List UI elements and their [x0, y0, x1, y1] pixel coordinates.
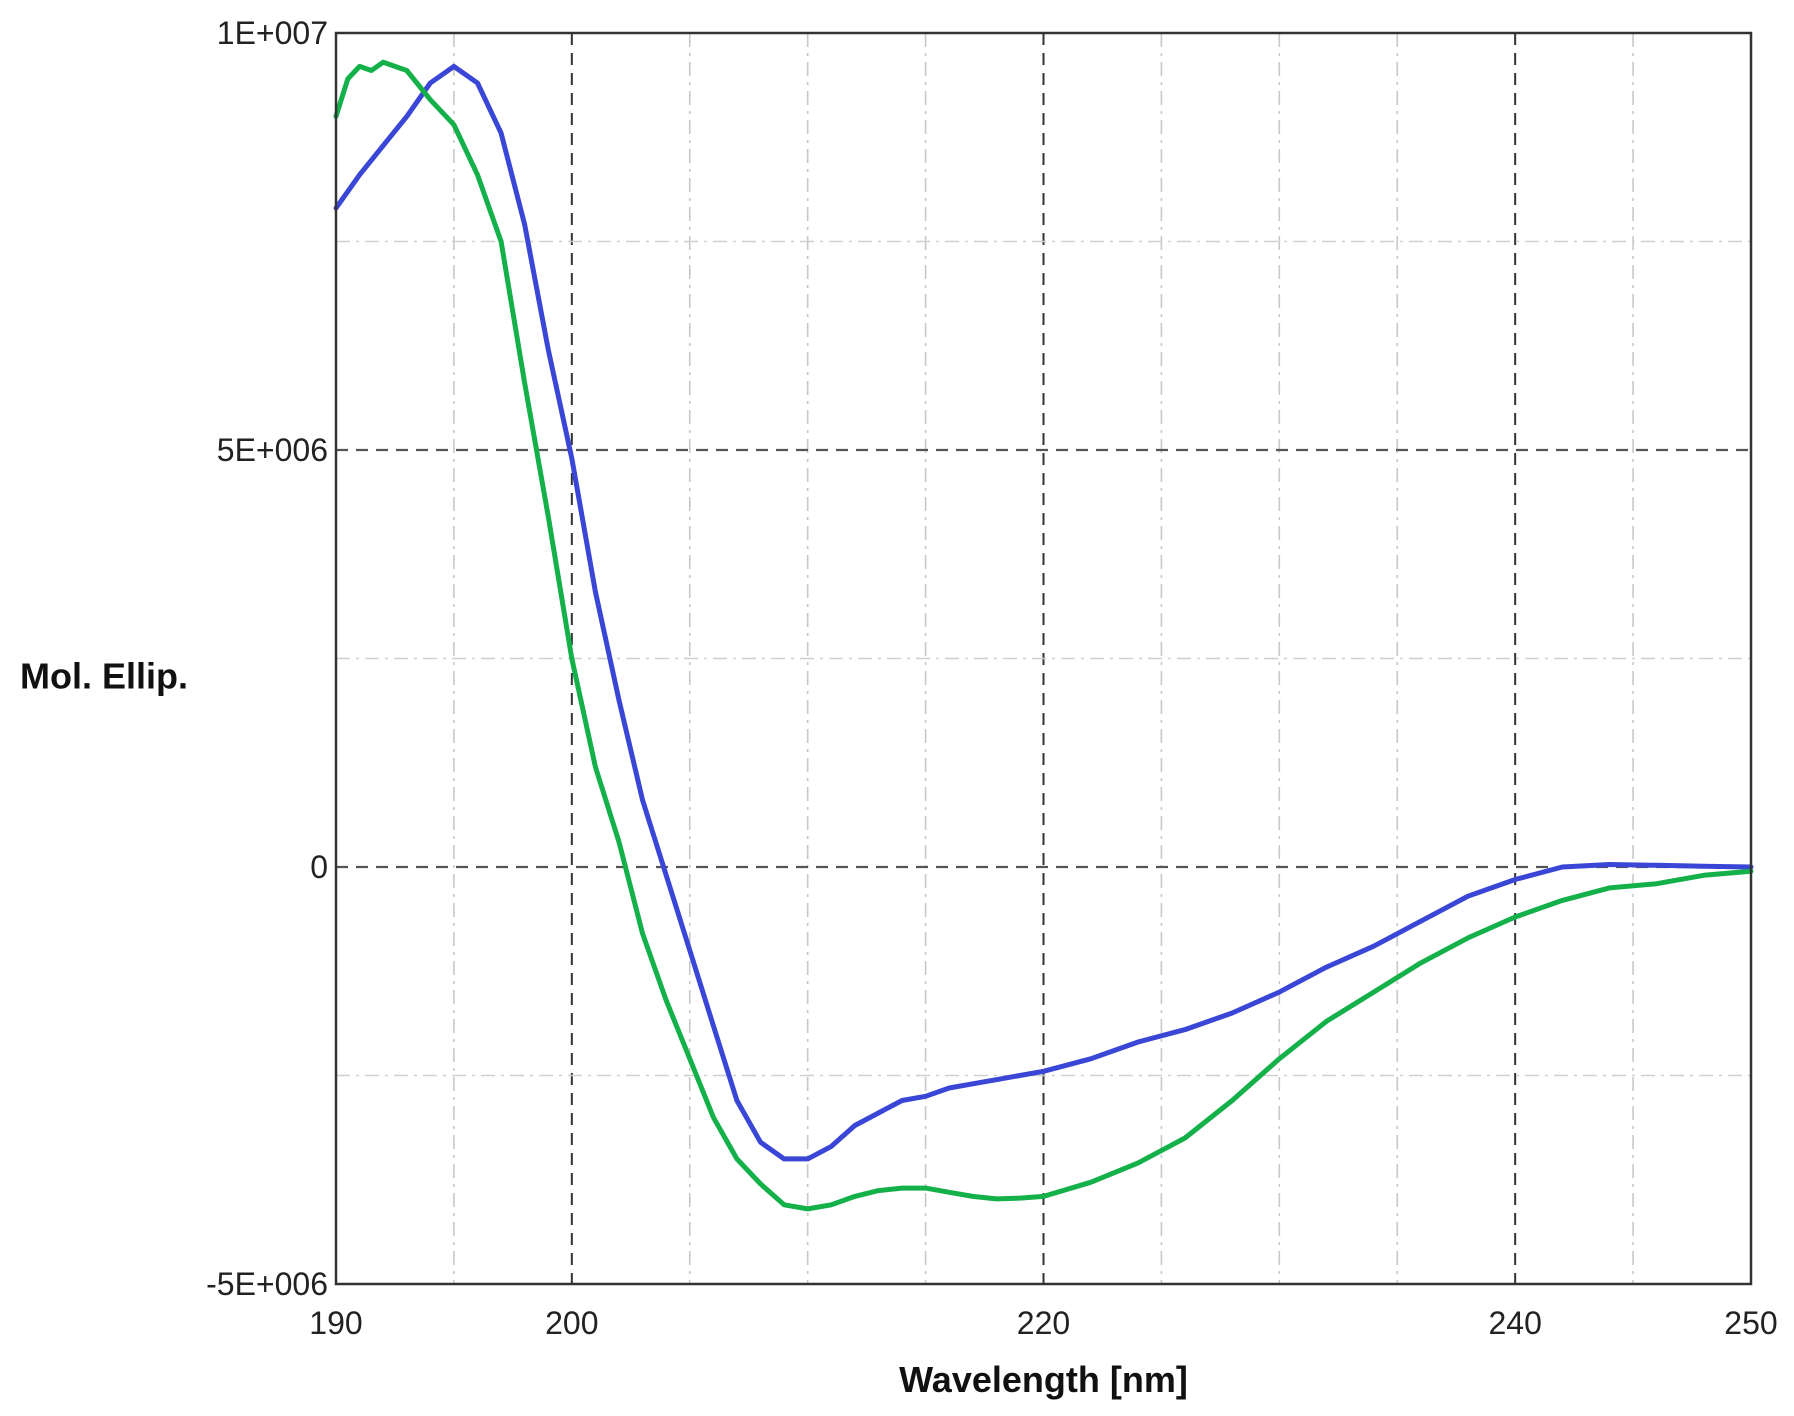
grid — [336, 33, 1751, 1284]
x-tick-label: 220 — [1017, 1305, 1070, 1341]
y-axis-title: Mol. Ellip. — [20, 656, 188, 697]
x-axis-title: Wavelength [nm] — [899, 1359, 1188, 1400]
y-tick-label: 0 — [310, 849, 328, 885]
series-line-1 — [333, 63, 1754, 1162]
x-tick-label: 190 — [309, 1305, 362, 1341]
x-tick-label: 240 — [1488, 1305, 1541, 1341]
tick-labels: 190 200 220 240 250 -5E+006 0 5E+006 1E+007 — [206, 15, 1778, 1341]
x-tick-label: 200 — [545, 1305, 598, 1341]
plot-frame — [334, 31, 1753, 1286]
series-layer — [333, 59, 1754, 1212]
y-tick-label: -5E+006 — [206, 1266, 328, 1302]
series-line-2 — [333, 59, 1754, 1212]
x-tick-label: 250 — [1724, 1305, 1777, 1341]
y-tick-label: 1E+007 — [217, 15, 328, 51]
y-tick-label: 5E+006 — [217, 432, 328, 468]
